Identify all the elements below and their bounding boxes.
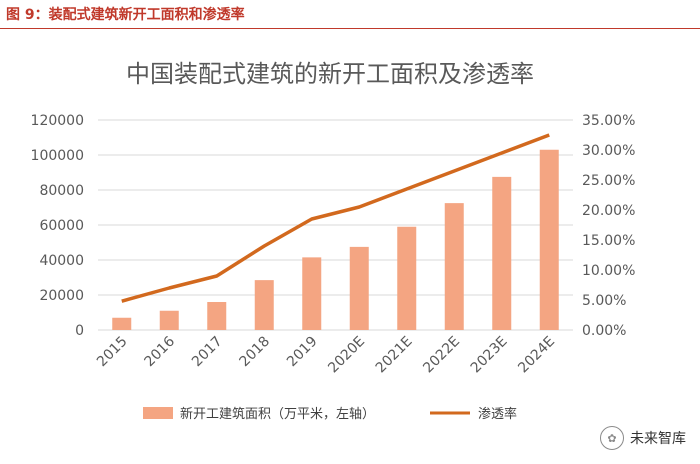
bar (159, 310, 179, 330)
y-axis-right: 0.00% 5.00% 10.00% 15.00% 20.00% 25.00% 30.00%… (582, 113, 635, 339)
x-tick-label: 2024E (515, 334, 558, 377)
figure-label: 图 9：装配式建筑新开工面积和渗透率 (6, 7, 245, 23)
x-tick-label: 2016 (142, 333, 179, 370)
x-tick-label: 2018 (237, 334, 274, 371)
y-right-tick-label: 30.00% (582, 143, 635, 159)
x-tick-label: 2023E (468, 334, 511, 377)
chart-title: 中国装配式建筑的新开工面积及渗透率 (126, 60, 534, 88)
y-right-tick-label: 10.00% (582, 263, 635, 279)
x-tick-label: 2017 (189, 334, 226, 371)
y-left-tick-label: 120000 (31, 113, 84, 129)
y-left-tick-label: 20000 (39, 288, 84, 304)
x-tick-label: 2015 (94, 334, 131, 371)
y-left-tick-label: 80000 (39, 183, 84, 199)
bar (444, 203, 464, 330)
bar (254, 280, 274, 330)
watermark: ✿ 未来智库 (600, 426, 686, 450)
bar (302, 257, 322, 330)
y-left-tick-label: 60000 (39, 218, 84, 234)
y-right-tick-label: 15.00% (582, 233, 635, 249)
y-right-tick-label: 0.00% (582, 323, 626, 339)
wechat-icon: ✿ (600, 426, 624, 450)
bar (349, 246, 369, 330)
legend: 新开工建筑面积（万平米，左轴） 渗透率 (143, 406, 517, 422)
y-left-tick-label: 0 (75, 323, 84, 339)
y-right-tick-label: 20.00% (582, 203, 635, 219)
watermark-text: 未来智库 (630, 431, 686, 447)
y-left-tick-label: 100000 (31, 148, 84, 164)
legend-bar-swatch (143, 407, 173, 419)
x-tick-label: 2022E (420, 334, 463, 377)
x-tick-label: 2021E (373, 334, 416, 377)
bar (207, 302, 227, 330)
y-left-tick-label: 40000 (39, 253, 84, 269)
y-axis-left: 0 20000 40000 60000 80000 100000 120000 (31, 113, 84, 339)
y-right-tick-label: 5.00% (582, 293, 626, 309)
bar (112, 317, 132, 330)
bar-series (112, 149, 559, 330)
line-series (121, 133, 550, 303)
x-tick-label: 2019 (284, 334, 321, 371)
line-path (121, 133, 550, 303)
legend-bar-label: 新开工建筑面积（万平米，左轴） (180, 406, 375, 422)
figure-divider (0, 28, 700, 29)
legend-line-label: 渗透率 (478, 406, 517, 422)
y-right-tick-label: 35.00% (582, 113, 635, 129)
bar (539, 149, 559, 330)
bar (492, 176, 512, 330)
x-tick-label: 2020E (325, 334, 368, 377)
x-axis: 2015 2016 2017 2018 2019 2020E 2021E 2022E 2023E… (94, 333, 558, 376)
y-right-tick-label: 25.00% (582, 173, 635, 189)
bar (397, 226, 417, 330)
